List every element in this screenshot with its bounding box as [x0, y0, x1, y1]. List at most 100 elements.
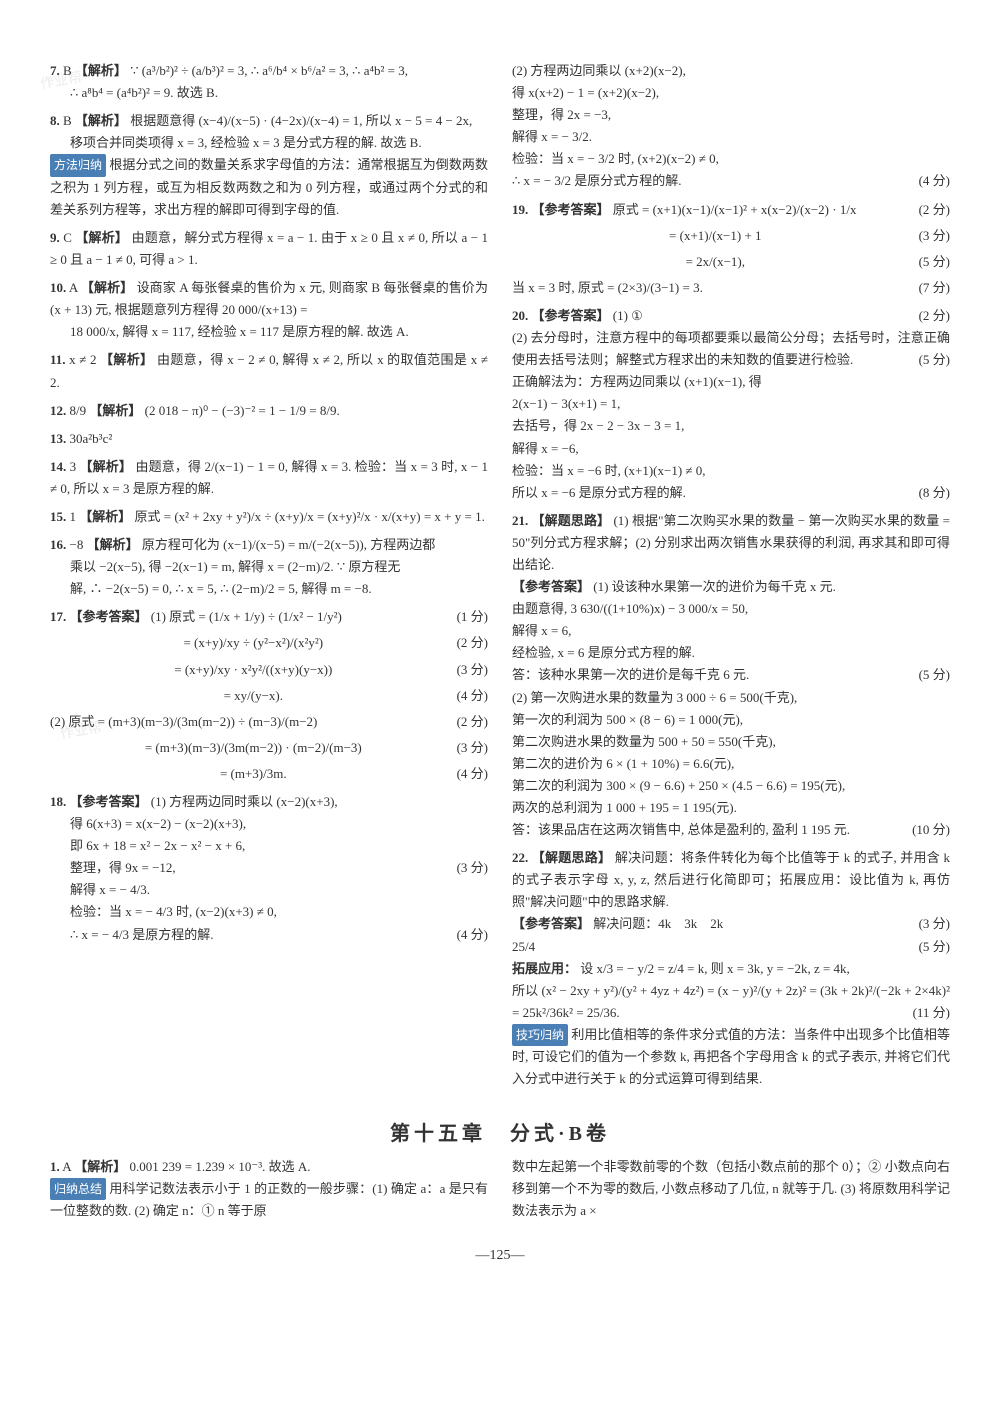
- q19-l2: = (x+1)/(x−1) + 1: [669, 228, 762, 243]
- q22-tech-tag: 技巧归纳: [512, 1024, 568, 1046]
- q21-ans-tag: 【参考答案】: [512, 579, 590, 594]
- q21-num: 21.: [512, 513, 528, 528]
- b-q1-num: 1.: [50, 1159, 60, 1174]
- q11: 11. x ≠ 2 【解析】 由题意，得 x − 2 ≠ 0, 解得 x ≠ 2…: [50, 349, 488, 393]
- q19-num: 19.: [512, 202, 528, 217]
- q19-l3: = 2x/(x−1),: [686, 254, 745, 269]
- q17-s3: (3 分): [457, 659, 488, 681]
- q19-tag: 【参考答案】: [532, 202, 610, 217]
- section-b-title: 第十五章 分式·B卷: [50, 1117, 950, 1146]
- b-q1-r1: 数中左起第一个非零数前零的个数（包括小数点前的那个 0）；② 小数点向右移到第一…: [512, 1159, 950, 1218]
- q10: 10. A 【解析】 设商家 A 每张餐桌的售价为 x 元, 则商家 B 每张餐…: [50, 277, 488, 343]
- q16-t1: 原方程可化为 (x−1)/(x−5) = m/(−2(x−5)), 方程两边都: [142, 537, 435, 552]
- q19: 19. 【参考答案】 原式 = (x+1)(x−1)/(x−1)² + x(x−…: [512, 199, 950, 299]
- q8-method-tag: 方法归纳: [50, 154, 106, 176]
- q18c-l6: ∴ x = − 3/2 是原分式方程的解.: [512, 173, 682, 188]
- q8-ans: B: [63, 113, 72, 128]
- q18-l5: 解得 x = − 4/3.: [50, 882, 150, 897]
- b-q1-sum-tag: 归纳总结: [50, 1178, 106, 1200]
- q21-l9: 第二次的进价为 6 × (1 + 10%) = 6.6(元),: [512, 756, 734, 771]
- q18-s7: (4 分): [457, 924, 488, 946]
- q22-s1: (3 分): [919, 913, 950, 935]
- q21-l5: 答：该种水果第一次的进价是每千克 6 元.: [512, 667, 749, 682]
- main-two-column: 7. B 【解析】 ∵ (a³/b²)² ÷ (a/b³)² = 3, ∴ a⁶…: [50, 60, 950, 1097]
- q10-num: 10.: [50, 280, 66, 295]
- q21-l6: (2) 第一次购进水果的数量为 3 000 ÷ 6 = 500(千克),: [512, 690, 797, 705]
- q20-tag: 【参考答案】: [532, 308, 610, 323]
- q21-s12: (10 分): [912, 819, 950, 841]
- q18: 18. 【参考答案】 (1) 方程两边同时乘以 (x−2)(x+3), 得 6(…: [50, 791, 488, 946]
- q17-l7: = (m+3)/3m.: [220, 766, 287, 781]
- q17: 17. 【参考答案】 (1) 原式 = (1/x + 1/y) ÷ (1/x² …: [50, 606, 488, 785]
- q15-tag: 【解析】: [79, 509, 131, 524]
- q17-s4: (4 分): [457, 685, 488, 707]
- q19-s4: (7 分): [919, 277, 950, 299]
- q18c-l4: 解得 x = − 3/2.: [512, 129, 592, 144]
- q15-text: 原式 = (x² + 2xy + y²)/x ÷ (x+y)/x = (x+y)…: [135, 509, 485, 524]
- q16-t2: 乘以 −2(x−5), 得 −2(x−1) = m, 解得 x = (2−m)/…: [50, 559, 400, 574]
- q21-l3: 解得 x = 6,: [512, 623, 571, 638]
- q20-num: 20.: [512, 308, 528, 323]
- q21-l8: 第二次购进水果的数量为 500 + 50 = 550(千克),: [512, 734, 776, 749]
- q16-t3: 解, ∴ −2(x−5) = 0, ∴ x = 5, ∴ (2−m)/2 = 5…: [50, 581, 372, 596]
- q18-cont: (2) 方程两边同乘以 (x+2)(x−2), 得 x(x+2) − 1 = (…: [512, 60, 950, 193]
- q14-tag: 【解析】: [80, 459, 133, 474]
- q18c-l3: 整理，得 2x = −3,: [512, 107, 611, 122]
- q21-l4: 经检验, x = 6 是原分式方程的解.: [512, 645, 695, 660]
- q17-s2: (2 分): [457, 632, 488, 654]
- q17-l4: = xy/(y−x).: [224, 688, 283, 703]
- q21-l12: 答：该果品店在这两次销售中, 总体是盈利的, 盈利 1 195 元.: [512, 822, 850, 837]
- q16-ans: −8: [70, 537, 84, 552]
- q13: 13. 30a²b³c²: [50, 428, 488, 450]
- q10-t2: 18 000/x, 解得 x = 117, 经检验 x = 117 是原方程的解…: [50, 324, 409, 339]
- q9: 9. C 【解析】 由题意，解分式方程得 x = a − 1. 由于 x ≥ 0…: [50, 227, 488, 271]
- q22-ext1: 设 x/3 = − y/2 = z/4 = k, 则 x = 3k, y = −…: [580, 961, 850, 976]
- q20-l6: 解得 x = −6,: [512, 441, 579, 456]
- q14: 14. 3 【解析】 由题意，得 2/(x−1) − 1 = 0, 解得 x =…: [50, 456, 488, 500]
- q18c-l2: 得 x(x+2) − 1 = (x+2)(x−2),: [512, 85, 659, 100]
- q20: 20. 【参考答案】 (1) ① (2 分) (2) 去分母时，注意方程中的每项…: [512, 305, 950, 504]
- q18-tag: 【参考答案】: [70, 794, 148, 809]
- q7-t2: ∴ a⁸b⁴ = (a⁴b²)² = 9. 故选 B.: [50, 85, 218, 100]
- section-b-left: 1. A 【解析】 0.001 239 = 1.239 × 10⁻³. 故选 A…: [50, 1156, 488, 1229]
- q22-ans-tag: 【参考答案】: [512, 916, 590, 931]
- q21-l7: 第一次的利润为 500 × (8 − 6) = 1 000(元),: [512, 712, 743, 727]
- q18c-s6: (4 分): [919, 170, 950, 192]
- q8-num: 8.: [50, 113, 60, 128]
- q22-think-tag: 【解题思路】: [532, 850, 612, 865]
- q19-s2: (3 分): [919, 225, 950, 247]
- q9-num: 9.: [50, 230, 60, 245]
- q21-s5: (5 分): [919, 664, 950, 686]
- q16-num: 16.: [50, 537, 66, 552]
- page-number: —125—: [50, 1248, 950, 1264]
- q21-l11: 两次的总利润为 1 000 + 195 = 1 195(元).: [512, 800, 737, 815]
- q21-l2: 由题意得, 3 630/((1+10%)x) − 3 000/x = 50,: [512, 601, 748, 616]
- q22-ext2: 所以 (x² − 2xy + y²)/(y² + 4yz + 4z²) = (x…: [512, 983, 950, 1020]
- q17-tag: 【参考答案】: [70, 609, 148, 624]
- q19-l4: 当 x = 3 时, 原式 = (2×3)/(3−1) = 3.: [512, 280, 703, 295]
- q22-l2: 25/4: [512, 939, 535, 954]
- q12: 12. 8/9 【解析】 (2 018 − π)⁰ − (−3)⁻² = 1 −…: [50, 400, 488, 422]
- q20-l1: (1) ①: [613, 308, 643, 323]
- q18-l2: 得 6(x+3) = x(x−2) − (x−2)(x+3),: [50, 816, 246, 831]
- q17-s6: (3 分): [457, 737, 488, 759]
- q11-ans: x ≠ 2: [69, 352, 96, 367]
- q7-num: 7.: [50, 63, 60, 78]
- q20-l2: (2) 去分母时，注意方程中的每项都要乘以最简公分母；去括号时，注意正确使用去括…: [512, 330, 950, 367]
- q20-l4: 2(x−1) − 3(x+1) = 1,: [512, 396, 620, 411]
- q18-l4: 整理，得 9x = −12,: [50, 860, 176, 875]
- q19-l1: 原式 = (x+1)(x−1)/(x−1)² + x(x−2)/(x−2) · …: [613, 202, 857, 217]
- q7-ans: B: [63, 63, 72, 78]
- b-q1-ans: A: [62, 1159, 71, 1174]
- q15-ans: 1: [70, 509, 77, 524]
- q14-num: 14.: [50, 459, 66, 474]
- q22-num: 22.: [512, 850, 528, 865]
- q15-num: 15.: [50, 509, 66, 524]
- q17-l2: = (x+y)/xy ÷ (y²−x²)/(x²y²): [183, 635, 323, 650]
- q14-ans: 3: [70, 459, 77, 474]
- q21-l1: (1) 设该种水果第一次的进价为每千克 x 元.: [593, 579, 836, 594]
- q20-l5: 去括号，得 2x − 2 − 3x − 3 = 1,: [512, 418, 684, 433]
- q18-l1: (1) 方程两边同时乘以 (x−2)(x+3),: [151, 794, 338, 809]
- q12-num: 12.: [50, 403, 66, 418]
- q13-ans: 30a²b³c²: [70, 431, 113, 446]
